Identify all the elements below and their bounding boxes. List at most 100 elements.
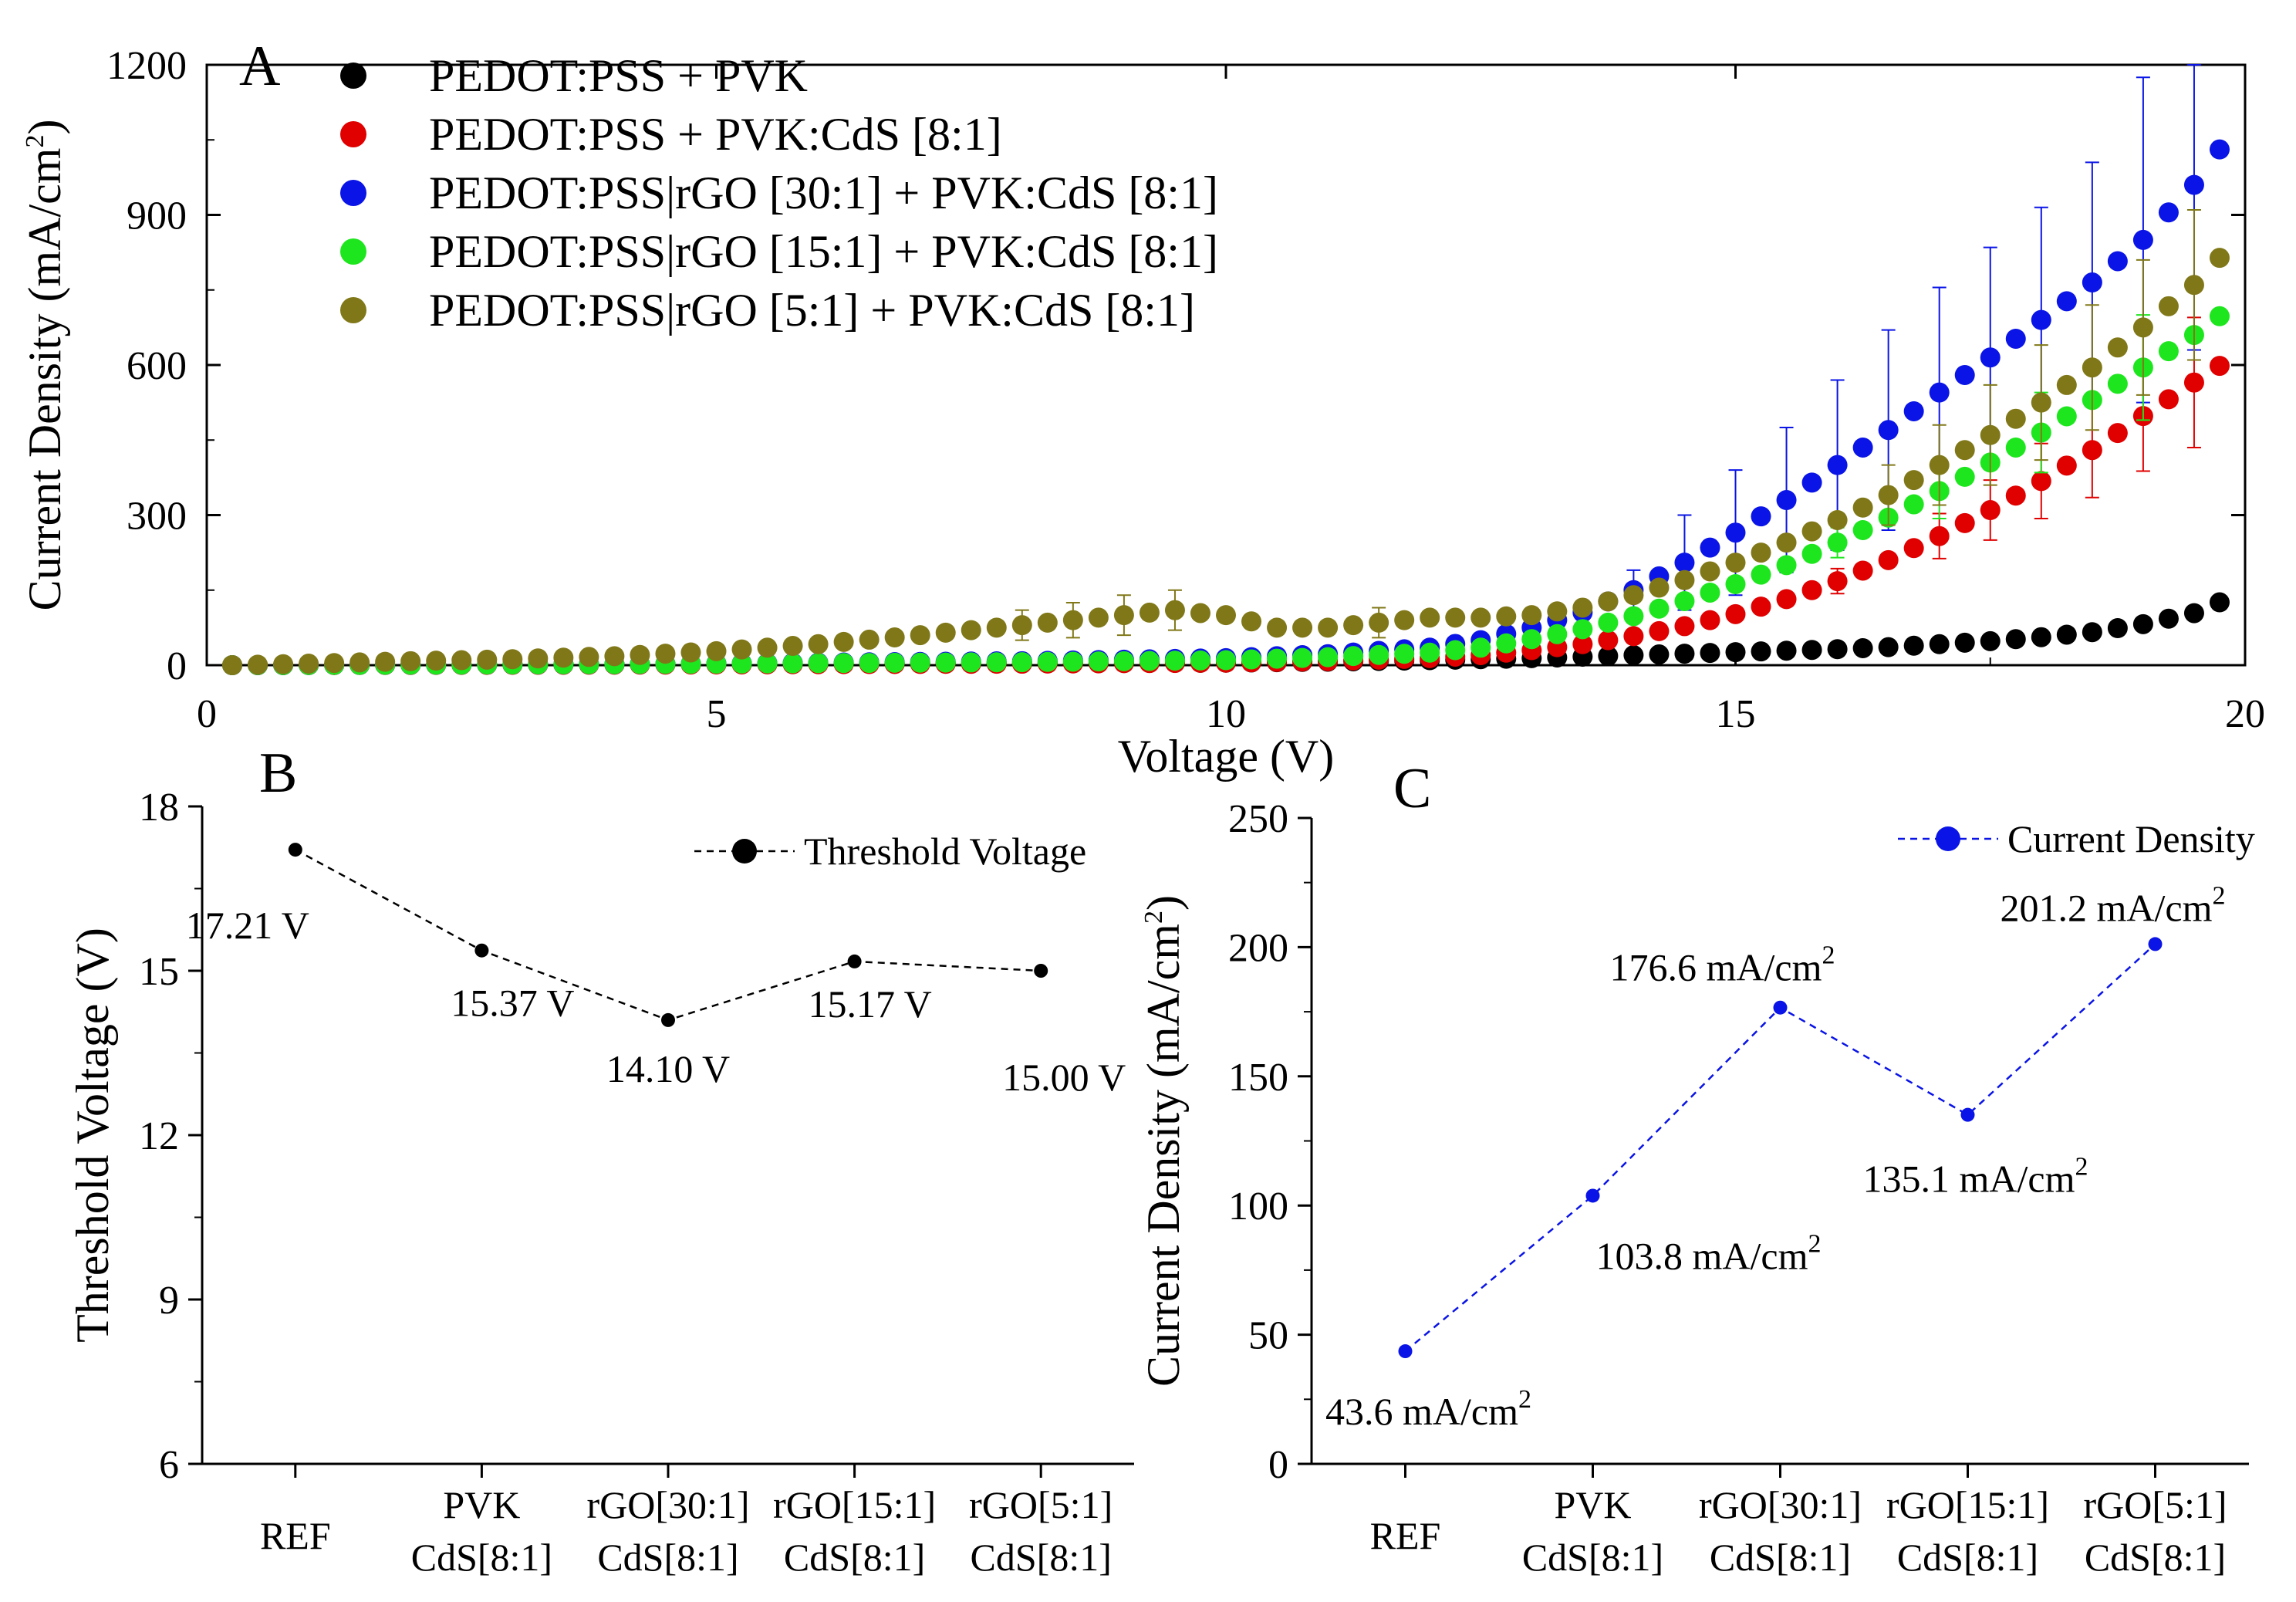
legend: PEDOT:PSS + PVK PEDOT:PSS + PVK:CdS [8:1]… — [340, 50, 1218, 336]
data-point — [1088, 607, 1109, 628]
data-point — [1801, 472, 1822, 493]
y-axis-title: Current Density (mA/cm2) — [1138, 895, 1189, 1387]
data-point — [2209, 306, 2230, 326]
data-point — [1292, 617, 1313, 638]
data-point — [1878, 485, 1899, 505]
data-label: 15.17 V — [808, 982, 931, 1026]
data-point — [1623, 606, 1644, 627]
data-point — [1398, 1344, 1413, 1359]
data-point — [1852, 437, 1873, 458]
data-point — [2209, 356, 2230, 377]
data-point — [859, 653, 880, 674]
data-point — [757, 653, 778, 674]
data-point — [1725, 642, 1746, 663]
data-point — [2082, 440, 2102, 461]
data-point — [273, 654, 294, 674]
y-tick-label: 0 — [167, 644, 187, 688]
data-label: 15.00 V — [1002, 1056, 1126, 1099]
data-point — [1292, 647, 1313, 668]
data-point — [1700, 643, 1720, 664]
data-point — [553, 647, 574, 668]
legend-label: PEDOT:PSS + PVK — [429, 50, 808, 101]
data-point — [782, 653, 803, 674]
x-tick-label: 5 — [707, 692, 727, 736]
legend-label: Current Density — [2007, 817, 2255, 860]
category-label: REF — [260, 1514, 331, 1557]
data-point — [1776, 490, 1797, 511]
data-point — [1980, 424, 2001, 445]
data-point — [1164, 651, 1185, 671]
data-point — [1598, 646, 1619, 667]
legend-marker — [340, 121, 366, 147]
data-point — [1827, 509, 1848, 530]
data-point — [1674, 569, 1695, 590]
data-point — [986, 652, 1007, 673]
data-point — [502, 649, 523, 670]
category-label: PVK — [1554, 1483, 1631, 1526]
data-point — [1394, 610, 1415, 630]
legend-marker — [732, 839, 757, 864]
data-point — [2183, 174, 2204, 195]
data-point — [655, 644, 676, 664]
data-point — [1776, 589, 1797, 610]
category-label: CdS[8:1] — [1522, 1536, 1663, 1579]
data-point — [1827, 455, 1848, 475]
data-point — [1649, 598, 1670, 619]
y-tick-label: 0 — [1268, 1443, 1288, 1487]
data-point — [474, 943, 489, 958]
panel-label: B — [259, 742, 297, 805]
category-label: rGO[5:1] — [2083, 1483, 2227, 1526]
data-label: 15.37 V — [451, 982, 574, 1025]
data-point — [1585, 1188, 1600, 1203]
data-point — [833, 631, 854, 652]
data-label: 135.1 mA/cm2 — [1863, 1153, 2088, 1201]
y-tick-label: 9 — [159, 1279, 179, 1323]
y-axis-title: Threshold Voltage (V) — [67, 928, 118, 1343]
category-label: rGO[15:1] — [1886, 1483, 2049, 1526]
data-point — [1649, 620, 1670, 641]
y-tick-label: 100 — [1228, 1185, 1288, 1229]
data-point — [1470, 607, 1491, 628]
data-point — [1725, 573, 1746, 594]
data-point — [1980, 347, 2001, 368]
data-point — [1343, 615, 1364, 636]
data-point — [1241, 611, 1262, 632]
data-point — [910, 652, 930, 673]
data-point — [2158, 389, 2179, 410]
data-point — [808, 634, 829, 654]
data-point — [1547, 601, 1568, 622]
data-point — [1420, 607, 1440, 628]
data-label: 17.21 V — [186, 904, 309, 947]
data-point — [1267, 617, 1288, 638]
data-point — [1801, 640, 1822, 661]
data-point — [2056, 406, 2077, 427]
panel-label: A — [239, 35, 280, 98]
data-point — [2107, 373, 2128, 394]
data-point — [2005, 328, 2026, 349]
panel-b: 6 9 12 15 18 REF PVK CdS[8:1] rGO[30:1] CdS[8:1] r… — [67, 742, 1134, 1579]
data-point — [859, 629, 880, 650]
data-point — [1062, 651, 1083, 672]
data-point — [1445, 640, 1466, 661]
data-point — [579, 647, 599, 668]
data-point — [1852, 560, 1873, 581]
data-point — [680, 642, 701, 663]
data-point — [1649, 644, 1670, 665]
data-point — [1062, 610, 1083, 630]
data-point — [1190, 650, 1210, 671]
legend-marker — [340, 180, 366, 206]
y-axis-title: Current Density (mA/cm2) — [19, 120, 70, 611]
data-point — [222, 655, 243, 675]
data-point — [731, 639, 752, 660]
panel-a: 0 5 10 15 20 0 300 600 900 1200 Voltage (V) Current… — [19, 35, 2265, 782]
data-point — [847, 954, 862, 968]
data-point — [1960, 1107, 1975, 1122]
data-point — [1773, 1000, 1788, 1015]
x-tick-label: 10 — [1206, 692, 1246, 736]
legend-marker — [1936, 826, 1960, 851]
data-point — [1318, 647, 1339, 668]
data-point — [1751, 506, 1771, 527]
data-point — [1954, 440, 1975, 461]
data-point — [2082, 272, 2102, 293]
data-point — [1164, 600, 1185, 620]
